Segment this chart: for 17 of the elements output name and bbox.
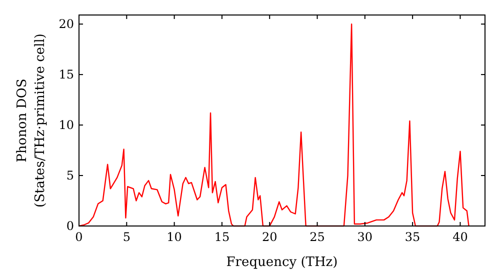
x-tick-label: 15: [214, 230, 230, 244]
x-tick-label: 25: [310, 230, 325, 244]
x-tick-label: 30: [357, 230, 373, 244]
y-tick-label: 15: [58, 68, 74, 82]
x-axis-title: Frequency (THz): [226, 255, 338, 270]
y-tick-label: 10: [58, 118, 74, 132]
y-tick-label: 0: [66, 219, 74, 233]
x-tick-label: 0: [75, 230, 83, 244]
x-tick-label: 20: [262, 230, 278, 244]
x-tick-label: 35: [404, 230, 420, 244]
x-tick-label: 40: [452, 230, 468, 244]
y-tick-label: 20: [58, 17, 74, 32]
x-tick-label: 5: [122, 230, 130, 244]
line-series: [78, 23, 470, 227]
y-tick-label: 5: [66, 168, 74, 183]
x-tick-label: 10: [166, 230, 182, 244]
y-axis-title: Phonon DOS (States/THz·primitive cell): [15, 33, 48, 208]
